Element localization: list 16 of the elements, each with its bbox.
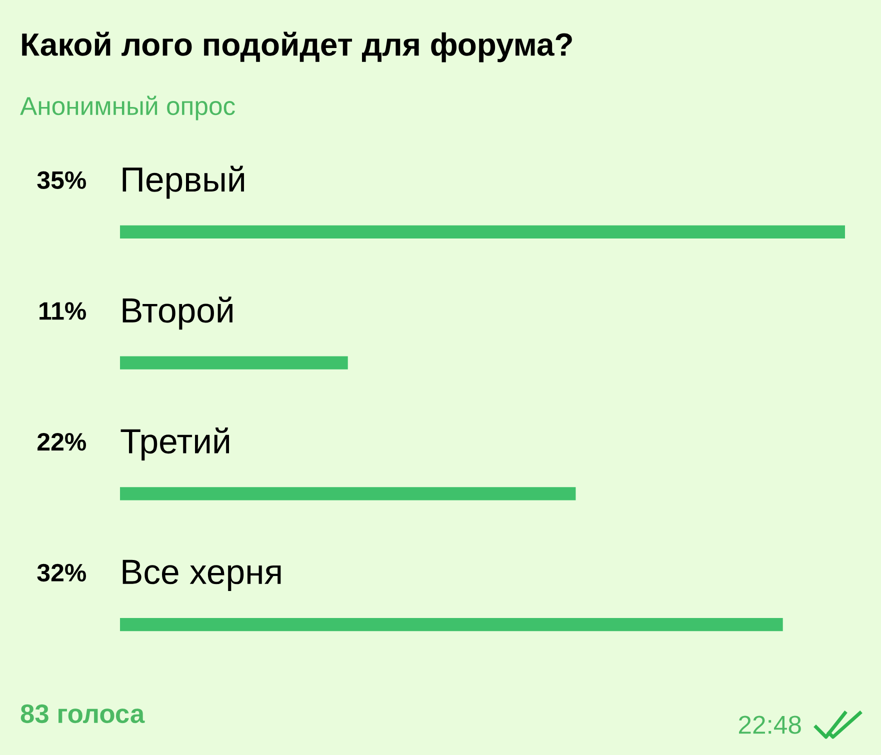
bar [120, 225, 845, 239]
y-tick-label: Все херня [122, 560, 281, 592]
text: 83 голоса [20, 704, 145, 724]
data-label: 11% [40, 302, 86, 320]
data-label: 32% [37, 564, 86, 582]
data-label: 22% [38, 432, 86, 451]
chart-title: Какой лого подойдет для форума? [22, 32, 572, 62]
data-label: 35% [37, 171, 86, 189]
bar [120, 356, 348, 370]
bar [120, 618, 783, 632]
chart-subtitle: Анонимный опрос [20, 96, 235, 120]
y-tick-label: Второй [122, 296, 232, 330]
y-tick-label: Первый [122, 166, 244, 199]
text: 22:48 [739, 716, 801, 734]
y-tick-label: Третий [120, 427, 229, 460]
bar [120, 487, 576, 500]
